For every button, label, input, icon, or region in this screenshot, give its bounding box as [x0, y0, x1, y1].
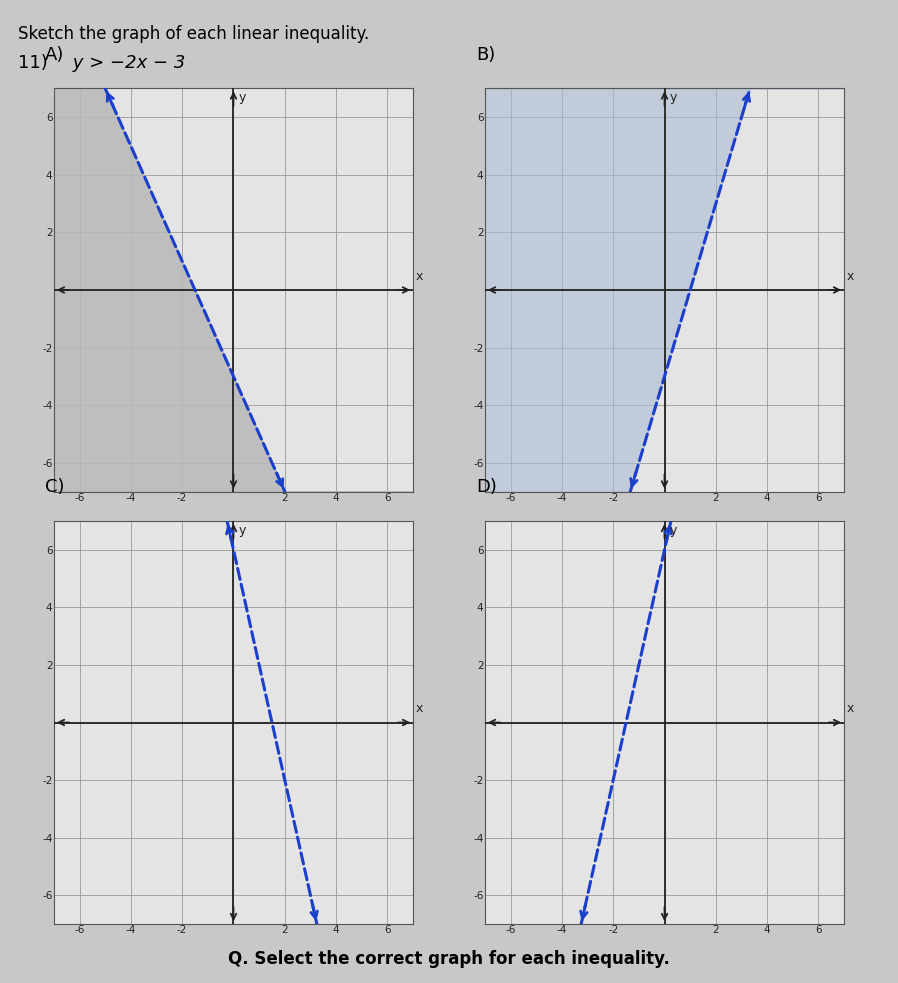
Text: D): D): [476, 479, 497, 496]
Text: Sketch the graph of each linear inequality.: Sketch the graph of each linear inequali…: [18, 25, 369, 42]
Text: y: y: [670, 524, 677, 537]
Text: Q. Select the correct graph for each inequality.: Q. Select the correct graph for each ine…: [228, 951, 670, 968]
Text: y > −2x − 3: y > −2x − 3: [67, 54, 186, 72]
Text: y: y: [670, 91, 677, 104]
Text: x: x: [416, 269, 423, 283]
Text: 11): 11): [18, 54, 48, 72]
Text: C): C): [45, 479, 65, 496]
Text: x: x: [847, 269, 854, 283]
Text: x: x: [416, 702, 423, 716]
Text: A): A): [45, 46, 65, 64]
Text: y: y: [239, 524, 246, 537]
Text: y: y: [239, 91, 246, 104]
Text: x: x: [847, 702, 854, 716]
Text: B): B): [476, 46, 495, 64]
